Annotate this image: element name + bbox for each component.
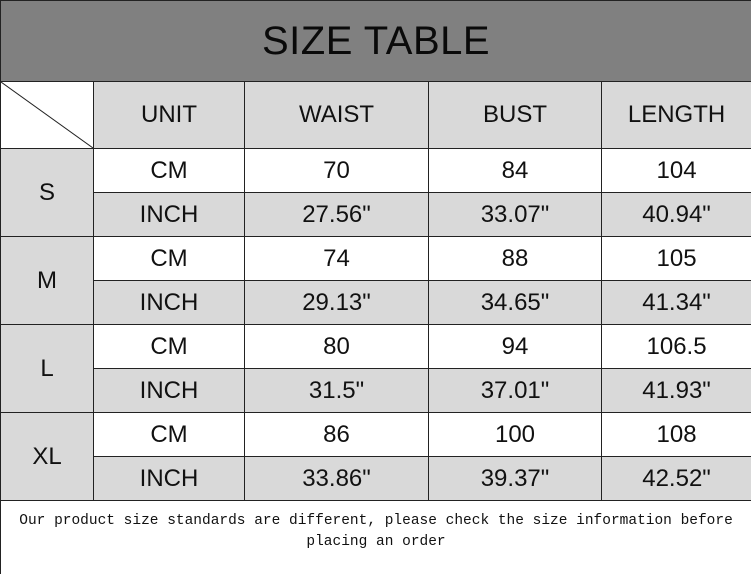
table-row: M CM 74 88 105	[0, 236, 751, 325]
bust-cell: 33.07"	[428, 192, 602, 237]
table-row: INCH 33.86" 39.37" 42.52"	[1, 456, 751, 501]
length-cell: 42.52"	[600, 456, 751, 501]
waist-cell: 33.86"	[244, 456, 429, 501]
size-label: M	[0, 236, 94, 325]
corner-cell	[0, 81, 94, 149]
unit-cell: INCH	[93, 368, 245, 413]
waist-cell: 80	[244, 324, 429, 369]
length-cell: 105	[600, 236, 751, 281]
length-cell: 104	[600, 148, 751, 193]
unit-cell: CM	[93, 412, 245, 457]
bust-cell: 39.37"	[428, 456, 602, 501]
size-label: S	[0, 148, 94, 237]
bust-cell: 94	[428, 324, 602, 369]
bust-cell: 100	[428, 412, 602, 457]
table-row: INCH 31.5" 37.01" 41.93"	[1, 368, 751, 413]
length-cell: 106.5	[600, 324, 751, 369]
length-cell: 41.34"	[600, 280, 751, 325]
bust-cell: 84	[428, 148, 602, 193]
table-row: INCH 29.13" 34.65" 41.34"	[1, 280, 751, 325]
table-row: L CM 80 94 106.5	[0, 324, 751, 413]
table-row: XL CM 86 100 108	[0, 412, 751, 501]
unit-cell: CM	[93, 236, 245, 281]
size-label: XL	[0, 412, 94, 501]
footer-note: Our product size standards are different…	[0, 500, 751, 574]
bust-cell: 88	[428, 236, 602, 281]
waist-cell: 27.56"	[244, 192, 429, 237]
waist-cell: 29.13"	[244, 280, 429, 325]
waist-cell: 70	[244, 148, 429, 193]
diagonal-line	[1, 82, 93, 148]
length-cell: 108	[600, 412, 751, 457]
unit-cell: INCH	[93, 280, 245, 325]
header-bust: BUST	[428, 81, 602, 149]
header-unit: UNIT	[93, 81, 245, 149]
header-row: UNIT WAIST BUST LENGTH	[0, 81, 751, 149]
unit-cell: CM	[93, 148, 245, 193]
table-row: INCH 27.56" 33.07" 40.94"	[1, 192, 751, 237]
length-cell: 40.94"	[600, 192, 751, 237]
bust-cell: 34.65"	[428, 280, 602, 325]
waist-cell: 31.5"	[244, 368, 429, 413]
unit-cell: CM	[93, 324, 245, 369]
table-title: SIZE TABLE	[0, 0, 751, 82]
waist-cell: 74	[244, 236, 429, 281]
unit-cell: INCH	[93, 192, 245, 237]
length-cell: 41.93"	[600, 368, 751, 413]
unit-cell: INCH	[93, 456, 245, 501]
size-label: L	[0, 324, 94, 413]
header-waist: WAIST	[244, 81, 429, 149]
waist-cell: 86	[244, 412, 429, 457]
header-length: LENGTH	[600, 81, 751, 149]
bust-cell: 37.01"	[428, 368, 602, 413]
table-row: S CM 70 84 104	[0, 148, 751, 237]
